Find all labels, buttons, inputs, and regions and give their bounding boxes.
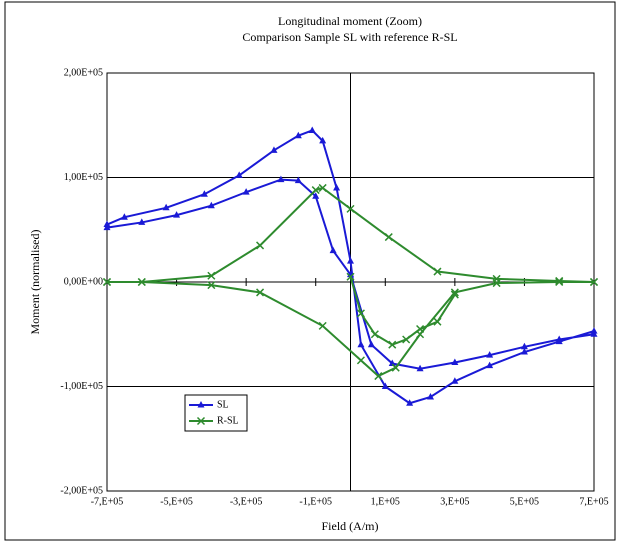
y-tick-label: 2,00E+05 [64,67,103,78]
marker [374,372,383,381]
marker [346,272,355,281]
marker [120,213,128,220]
marker [256,241,265,250]
x-tick-label: -5,E+05 [160,496,193,507]
marker [451,377,459,384]
marker [356,309,365,318]
x-tick-label: -1,E+05 [299,496,332,507]
marker [433,267,442,276]
marker [391,363,400,372]
marker [367,340,375,348]
marker [427,392,435,400]
marker [492,279,501,288]
marker [197,401,205,408]
marker [294,176,302,184]
marker [318,321,327,330]
marker [416,324,425,334]
marker [207,201,215,209]
marker [590,330,598,337]
x-tick-label: 3,E+05 [440,496,469,507]
marker [451,358,459,365]
marker [311,186,320,195]
marker [406,399,414,406]
marker [312,192,320,199]
marker [450,288,459,297]
marker [207,271,216,280]
marker [138,218,146,225]
marker [450,290,459,299]
marker [384,233,393,242]
marker [319,136,327,144]
marker [137,277,146,287]
marker [294,131,302,139]
y-tick-label: 0,00E+00 [64,276,103,287]
marker [242,188,250,195]
x-tick-label: -7,E+05 [91,496,124,507]
marker [356,356,365,365]
marker [433,317,442,326]
chart-title: Longitudinal moment (Zoom) [278,14,422,28]
x-tick-label: 1,E+05 [371,496,400,507]
marker [207,281,216,290]
y-axis-label: Moment (normalised) [28,230,42,335]
marker [402,335,411,344]
marker [416,364,424,372]
marker [388,340,397,349]
legend-box [184,394,248,432]
marker [200,190,208,197]
marker [318,183,327,192]
marker [388,359,396,367]
chart-border [4,1,616,541]
marker [347,257,354,264]
series-line [106,129,595,405]
marker [103,223,111,231]
marker [277,175,285,183]
marker [308,126,316,133]
marker [173,211,181,218]
x-tick-label: 5,E+05 [510,496,539,507]
x-tick-label: -3,E+05 [230,496,263,507]
x-axis-label: Field (A/m) [322,519,379,533]
marker [370,330,379,339]
legend-label: SL [217,399,229,410]
marker [520,342,528,350]
marker [589,277,599,287]
marker [486,351,494,358]
marker [329,246,337,254]
chart-subtitle: Comparison Sample SL with reference R-SL [242,30,457,44]
marker [486,361,494,369]
marker [555,277,564,287]
marker [256,288,265,297]
marker [357,340,365,348]
marker [520,348,528,355]
x-tick-label: 7,E+05 [579,496,608,507]
marker [162,203,170,211]
y-tick-label: -1,00E+05 [60,381,103,392]
y-tick-label: -2,00E+05 [60,485,103,496]
marker [102,277,112,287]
y-tick-label: 1,00E+05 [64,172,103,183]
marker [381,382,389,389]
marker [270,146,278,153]
marker [346,204,355,213]
marker [235,171,243,178]
marker [333,183,341,191]
marker [555,335,563,342]
legend-label: R-SL [217,415,239,426]
marker [196,416,206,426]
